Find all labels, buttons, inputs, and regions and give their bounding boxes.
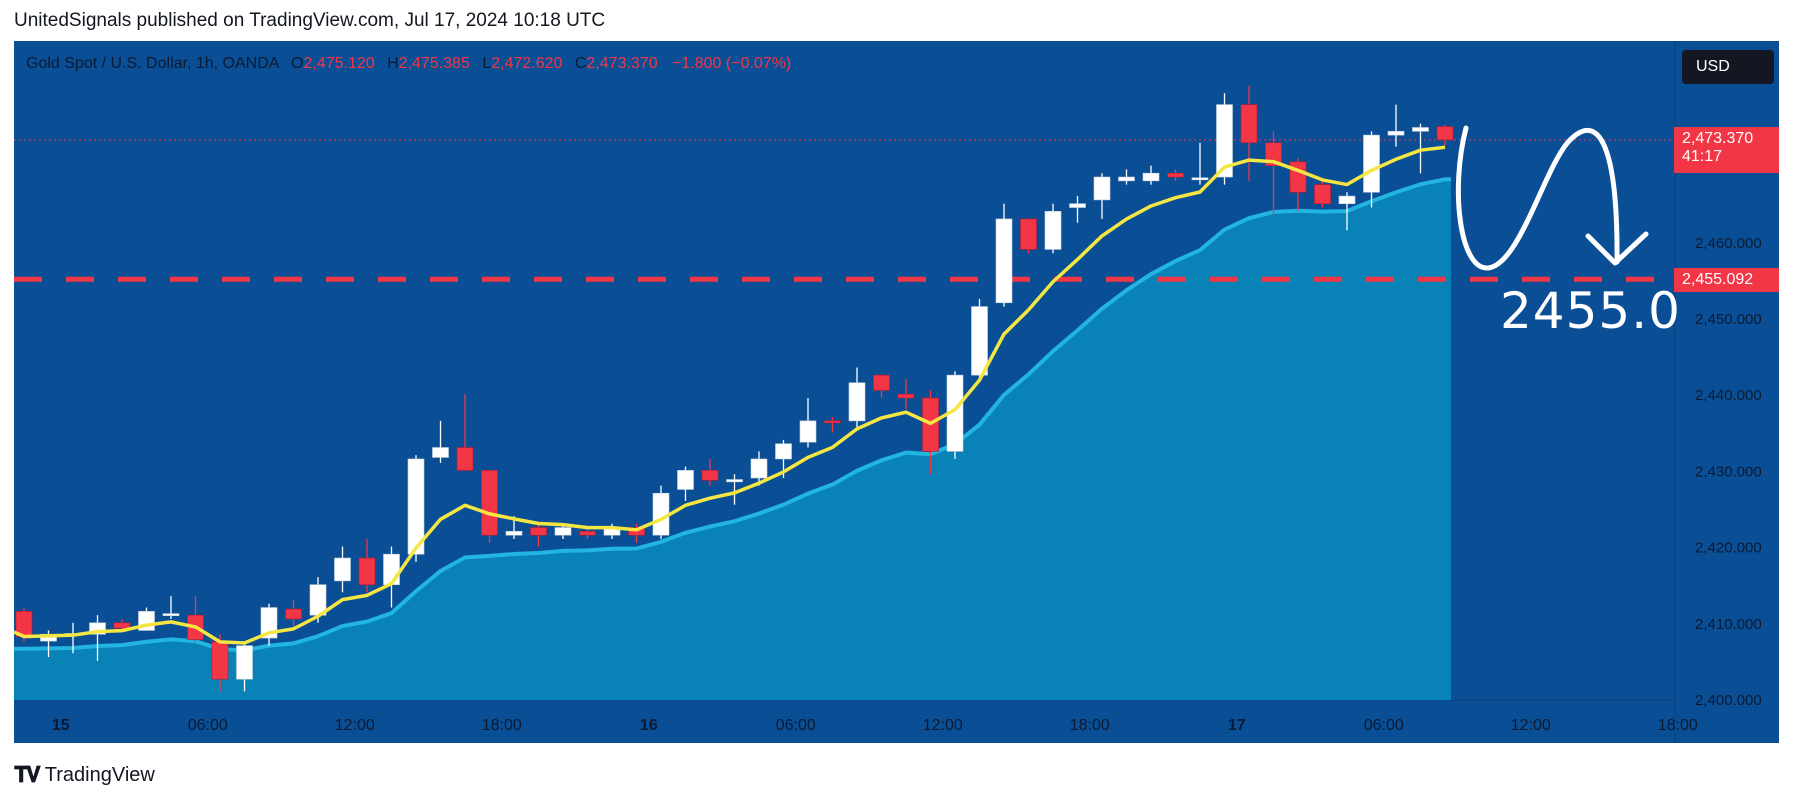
time-tick-label: 12:00 <box>335 717 375 734</box>
last-price-value: 2,473.370 <box>1682 130 1754 147</box>
candle[interactable] <box>726 479 743 483</box>
candle[interactable] <box>1240 104 1258 144</box>
last-price-tag: 2,473.370 41:17 <box>1674 127 1779 173</box>
candle[interactable] <box>1289 161 1307 193</box>
candle[interactable] <box>1118 176 1135 182</box>
price-tick-label: 2,400.000 <box>1695 692 1762 709</box>
time-tick-label: 17 <box>1228 717 1246 734</box>
candle[interactable] <box>334 557 351 582</box>
candle[interactable] <box>1044 211 1062 250</box>
candle[interactable] <box>1142 172 1160 182</box>
candle[interactable] <box>750 458 768 479</box>
time-tick-label: 18:00 <box>482 717 522 734</box>
candle[interactable] <box>677 470 694 490</box>
time-tick-label: 06:00 <box>188 717 228 734</box>
close-label: C <box>574 55 587 72</box>
currency-button[interactable]: USD <box>1682 50 1774 84</box>
candle[interactable] <box>211 641 229 680</box>
level-price-tag: 2,455.092 <box>1674 268 1779 292</box>
low-label: L <box>482 55 492 72</box>
price-tick-label: 2,410.000 <box>1695 616 1762 633</box>
candle[interactable] <box>1093 176 1111 201</box>
candle[interactable] <box>1191 177 1209 181</box>
candle[interactable] <box>1387 131 1405 136</box>
high-label: H <box>387 55 399 72</box>
price-tick-label: 2,420.000 <box>1695 540 1762 557</box>
candle[interactable] <box>1314 184 1331 204</box>
time-tick-label: 12:00 <box>1511 717 1551 734</box>
candle[interactable] <box>407 458 425 555</box>
candle[interactable] <box>824 420 841 424</box>
candle[interactable] <box>1412 127 1429 132</box>
candle[interactable] <box>971 306 988 376</box>
candle[interactable] <box>1338 195 1356 205</box>
candle[interactable] <box>995 218 1013 304</box>
candle[interactable] <box>1069 203 1086 208</box>
candle[interactable] <box>554 527 572 536</box>
candle[interactable] <box>89 622 106 635</box>
price-tick-label: 2,430.000 <box>1695 463 1762 480</box>
candle[interactable] <box>775 443 792 460</box>
change-value: −1.800 (−0.07%) <box>672 55 792 72</box>
arrow-head-icon <box>1585 231 1649 266</box>
candle[interactable] <box>873 374 890 391</box>
time-scale[interactable] <box>14 700 1779 743</box>
candle[interactable] <box>113 622 131 629</box>
candle[interactable] <box>799 420 817 443</box>
fast-ema-line <box>13 145 1446 645</box>
time-tick-label: 12:00 <box>923 717 963 734</box>
ema-area <box>14 179 1451 700</box>
time-tick-label: 06:00 <box>1364 717 1404 734</box>
bar-countdown: 41:17 <box>1682 148 1723 165</box>
time-tick-label: 15 <box>52 717 70 734</box>
curved-down-arrow-icon[interactable] <box>1455 125 1620 271</box>
time-tick-label: 18:00 <box>1070 717 1110 734</box>
open-label: O <box>291 55 304 72</box>
candle[interactable] <box>579 531 596 536</box>
candle[interactable] <box>236 645 253 680</box>
candle[interactable] <box>383 553 400 585</box>
close-value: 2,473.370 <box>586 55 658 72</box>
symbol-name[interactable]: Gold Spot / U.S. Dollar, 1h, OANDA <box>26 55 279 72</box>
symbol-legend: Gold Spot / U.S. Dollar, 1h, OANDA O2,47… <box>26 55 791 73</box>
candle[interactable] <box>358 557 376 586</box>
candle[interactable] <box>1167 172 1184 178</box>
candle[interactable] <box>481 470 498 536</box>
open-value: 2,475.120 <box>303 55 375 72</box>
candle[interactable] <box>1436 126 1454 141</box>
candle[interactable] <box>848 382 866 422</box>
candle[interactable] <box>701 470 719 481</box>
footer-brand[interactable]: 𝐓𝐕 TradingView <box>14 762 155 788</box>
price-tick-label: 2,440.000 <box>1695 387 1762 404</box>
target-annotation[interactable]: 2455.0 <box>1500 282 1681 340</box>
candle[interactable] <box>1216 104 1233 178</box>
publisher-line: UnitedSignals published on TradingView.c… <box>14 10 606 31</box>
high-value: 2,475.385 <box>398 55 470 72</box>
time-tick-label: 18:00 <box>1658 717 1698 734</box>
candle[interactable] <box>530 527 547 536</box>
price-tick-label: 2,460.000 <box>1695 235 1762 252</box>
tradingview-logo-icon: 𝐓𝐕 <box>14 762 41 787</box>
time-tick-label: 16 <box>640 717 658 734</box>
candle[interactable] <box>432 447 449 458</box>
candle[interactable] <box>285 608 302 620</box>
candle[interactable] <box>456 447 474 471</box>
candle[interactable] <box>1020 218 1037 250</box>
candle[interactable] <box>1363 134 1380 193</box>
candle[interactable] <box>897 393 915 399</box>
low-value: 2,472.620 <box>491 55 563 72</box>
price-tick-label: 2,450.000 <box>1695 311 1762 328</box>
brand-name: TradingView <box>44 763 155 786</box>
time-tick-label: 06:00 <box>776 717 816 734</box>
candle[interactable] <box>505 531 523 536</box>
candle[interactable] <box>162 613 180 616</box>
